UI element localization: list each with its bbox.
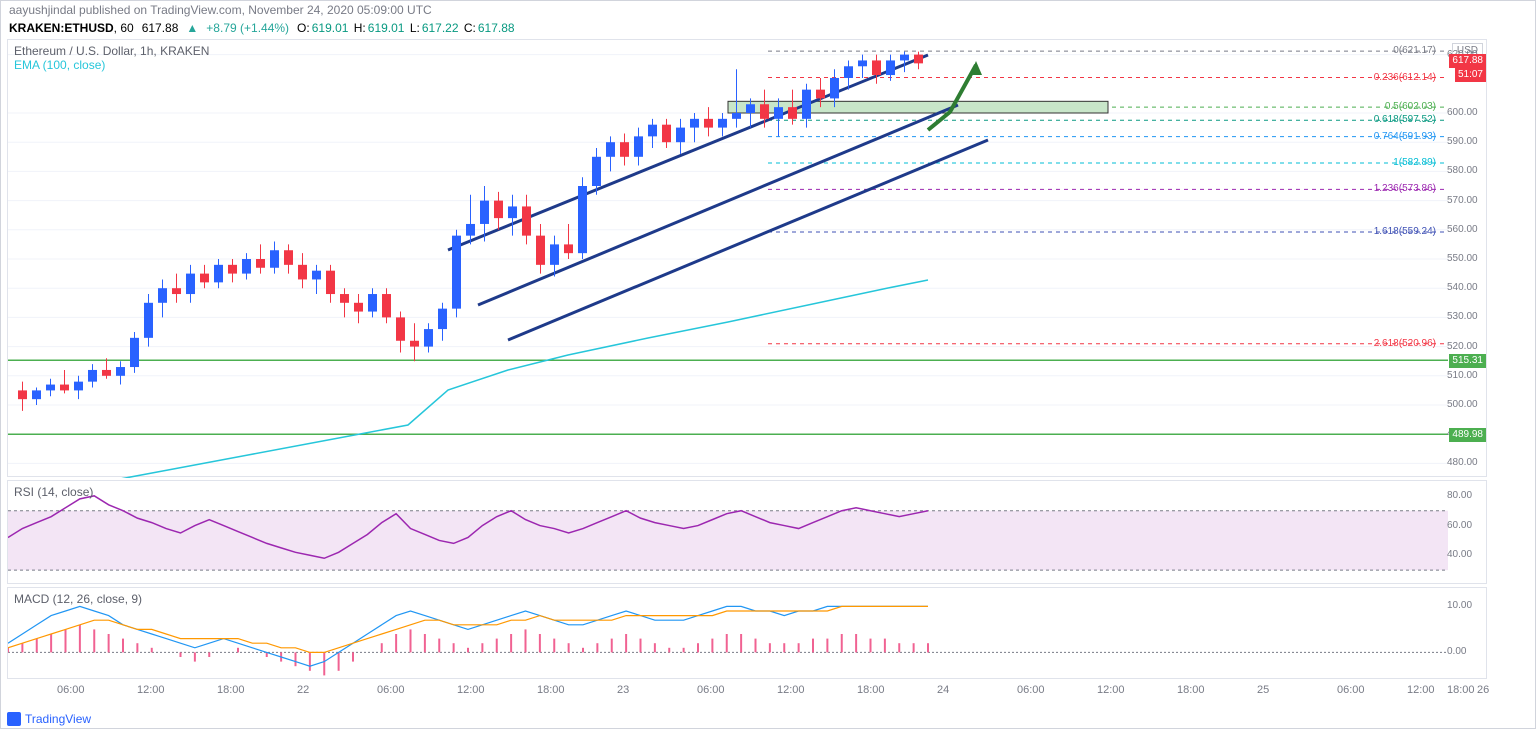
symbol-bar: KRAKEN:ETHUSD, 60 617.88 ▲ +8.79 (+1.44%… <box>1 19 1535 37</box>
price-y-axis: USD 480.00490.00500.00510.00520.00530.00… <box>1444 40 1486 476</box>
rsi-y-axis: 40.0060.0080.00 <box>1444 481 1486 583</box>
symbol-pair: KRAKEN:ETHUSD, 60 <box>9 21 134 35</box>
tradingview-logo[interactable]: TradingView <box>7 712 91 726</box>
price-change: +8.79 (+1.44%) <box>206 21 289 35</box>
ohlc-values: O:619.01 H:619.01 L:617.22 C:617.88 <box>297 21 517 35</box>
macd-pane[interactable]: MACD (12, 26, close, 9) 0.0010.00 <box>7 587 1487 679</box>
last-price: 617.88 <box>142 21 179 35</box>
attribution-text: aayushjindal published on TradingView.co… <box>1 1 1535 19</box>
tv-logo-icon <box>7 712 21 726</box>
macd-label: MACD (12, 26, close, 9) <box>14 592 142 606</box>
time-axis: 06:0012:0018:002206:0012:0018:002306:001… <box>7 682 1487 704</box>
rsi-label: RSI (14, close) <box>14 485 93 499</box>
rsi-pane[interactable]: RSI (14, close) 40.0060.0080.00 <box>7 480 1487 584</box>
price-chart-pane[interactable]: Ethereum / U.S. Dollar, 1h, KRAKEN EMA (… <box>7 39 1487 477</box>
arrow-up-icon: ▲ <box>186 21 198 35</box>
macd-y-axis: 0.0010.00 <box>1444 588 1486 678</box>
chart-title: Ethereum / U.S. Dollar, 1h, KRAKEN EMA (… <box>14 44 209 72</box>
